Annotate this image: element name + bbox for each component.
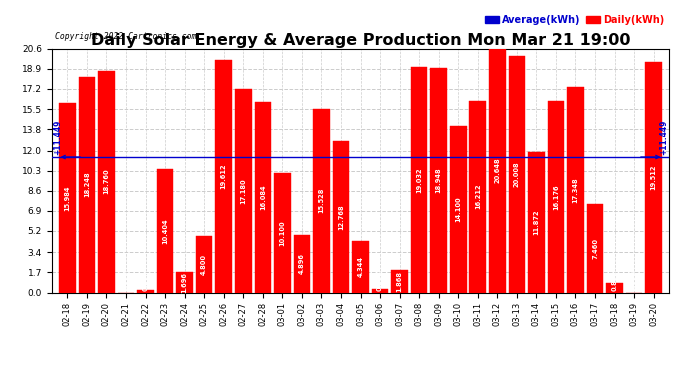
- Bar: [274, 173, 290, 292]
- Bar: [586, 204, 603, 292]
- Bar: [293, 235, 310, 292]
- Bar: [548, 101, 564, 292]
- Text: +11.449: +11.449: [53, 119, 62, 154]
- Text: 4.800: 4.800: [201, 254, 207, 274]
- Bar: [607, 283, 623, 292]
- Text: 10.100: 10.100: [279, 220, 286, 246]
- Text: 18.948: 18.948: [435, 168, 442, 193]
- Title: Daily Solar Energy & Average Production Mon Mar 21 19:00: Daily Solar Energy & Average Production …: [91, 33, 630, 48]
- Text: 17.180: 17.180: [240, 178, 246, 204]
- Text: 17.348: 17.348: [573, 177, 578, 203]
- Text: 15.984: 15.984: [64, 185, 70, 211]
- Bar: [255, 102, 271, 292]
- Text: 7.460: 7.460: [592, 238, 598, 259]
- Bar: [235, 89, 252, 292]
- Text: 0.204: 0.204: [143, 270, 148, 291]
- Bar: [391, 270, 408, 292]
- Text: 18.760: 18.760: [104, 169, 110, 194]
- Text: 0.832: 0.832: [611, 270, 618, 291]
- Text: 1.868: 1.868: [397, 271, 402, 292]
- Text: 11.872: 11.872: [533, 210, 540, 235]
- Bar: [489, 48, 506, 292]
- Bar: [333, 141, 349, 292]
- Text: 18.248: 18.248: [84, 172, 90, 197]
- Text: 16.084: 16.084: [260, 184, 266, 210]
- Bar: [509, 56, 525, 292]
- Text: 0.000: 0.000: [123, 270, 129, 291]
- Text: 16.176: 16.176: [553, 184, 559, 210]
- Bar: [469, 100, 486, 292]
- Legend: Average(kWh), Daily(kWh): Average(kWh), Daily(kWh): [485, 15, 664, 25]
- Text: 10.404: 10.404: [162, 218, 168, 244]
- Text: 16.212: 16.212: [475, 184, 481, 209]
- Text: 20.008: 20.008: [514, 161, 520, 187]
- Bar: [450, 126, 466, 292]
- Text: 20.648: 20.648: [494, 158, 500, 183]
- Text: 14.100: 14.100: [455, 196, 461, 222]
- Bar: [372, 289, 388, 292]
- Bar: [352, 241, 369, 292]
- Bar: [196, 236, 213, 292]
- Text: 0.288: 0.288: [377, 270, 383, 291]
- Bar: [431, 68, 447, 292]
- Bar: [645, 62, 662, 292]
- Text: 0.000: 0.000: [631, 270, 637, 291]
- Text: 19.612: 19.612: [221, 164, 227, 189]
- Bar: [137, 290, 154, 292]
- Text: 4.896: 4.896: [299, 253, 305, 274]
- Text: +11.449: +11.449: [659, 119, 668, 154]
- Bar: [59, 104, 76, 292]
- Text: 4.344: 4.344: [357, 256, 364, 277]
- Bar: [177, 272, 193, 292]
- Bar: [157, 170, 173, 292]
- Bar: [567, 87, 584, 292]
- Bar: [215, 60, 232, 292]
- Bar: [79, 76, 95, 292]
- Text: Copyright 2022 Cartronics.com: Copyright 2022 Cartronics.com: [55, 32, 197, 41]
- Bar: [411, 67, 428, 292]
- Bar: [98, 70, 115, 292]
- Bar: [528, 152, 544, 292]
- Text: 15.528: 15.528: [319, 188, 324, 213]
- Text: 12.768: 12.768: [338, 204, 344, 230]
- Text: 19.032: 19.032: [416, 167, 422, 193]
- Text: 1.696: 1.696: [181, 272, 188, 293]
- Bar: [313, 109, 330, 292]
- Text: 19.512: 19.512: [651, 164, 657, 190]
